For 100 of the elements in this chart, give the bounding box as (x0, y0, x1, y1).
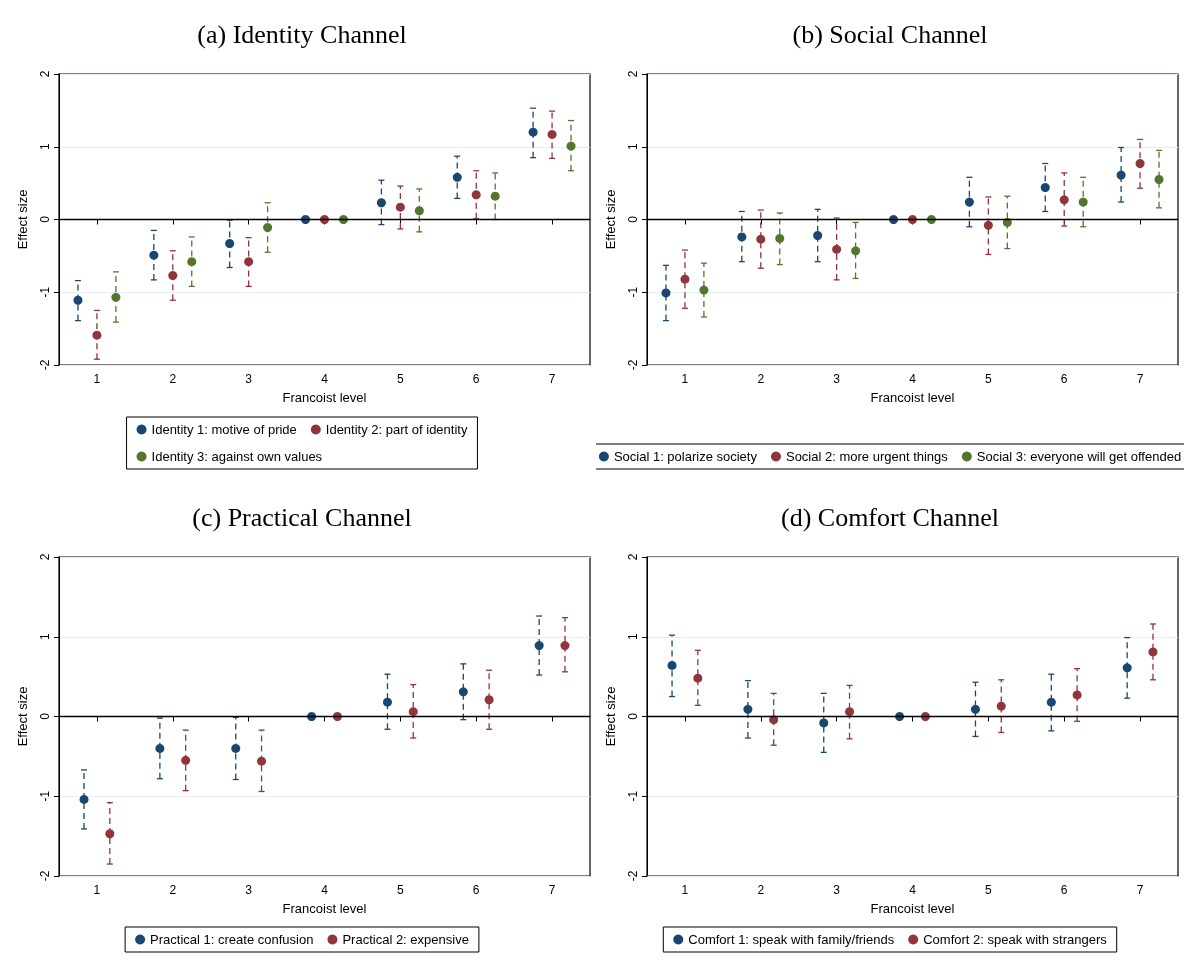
y-axis-title: Effect size (603, 189, 618, 250)
legend-label: Identity 2: part of identity (325, 422, 468, 437)
x-tick-label: 1 (93, 883, 101, 897)
legend-label: Practical 2: expensive (342, 932, 469, 947)
point (382, 697, 392, 707)
point (996, 701, 1006, 711)
point (680, 274, 690, 284)
point (408, 707, 418, 717)
x-tick-label: 5 (397, 372, 405, 386)
point (257, 756, 267, 766)
legend-label: Social 3: everyone will get offended (976, 449, 1182, 464)
x-tick-label: 1 (681, 372, 689, 386)
x-tick-label: 3 (833, 883, 841, 897)
x-tick-label: 7 (1136, 883, 1144, 897)
point (105, 829, 115, 839)
point (889, 215, 899, 224)
x-tick-label: 4 (321, 883, 329, 897)
point (547, 129, 557, 139)
point (458, 687, 468, 697)
point (983, 220, 993, 230)
point (737, 232, 747, 242)
chart-title: (d) Comfort Channel (780, 502, 1000, 532)
y-axis-title: Effect size (603, 686, 618, 747)
point (231, 743, 241, 753)
point (471, 190, 481, 200)
point (414, 206, 424, 216)
x-tick-label: 1 (681, 883, 689, 897)
legend-label: Practical 1: create confusion (150, 932, 314, 947)
point (528, 127, 538, 137)
y-tick-label: -2 (626, 870, 640, 882)
point (225, 239, 235, 248)
y-tick-label: 1 (626, 633, 640, 641)
point (693, 673, 703, 683)
y-axis-title: Effect size (15, 686, 30, 747)
point (964, 197, 974, 207)
legend-label: Social 2: more urgent things (785, 449, 949, 464)
point (970, 704, 980, 714)
y-tick-label: -1 (626, 790, 640, 802)
x-tick-label: 3 (245, 372, 253, 386)
y-tick-label: 0 (626, 712, 640, 720)
point (1040, 182, 1050, 192)
point (667, 660, 677, 670)
point (92, 330, 102, 340)
point (1072, 690, 1082, 700)
point (1135, 158, 1145, 168)
y-tick-label: 0 (38, 712, 52, 720)
x-tick-label: 4 (909, 372, 917, 386)
point (484, 695, 494, 705)
point (851, 246, 861, 256)
point (452, 172, 462, 182)
x-tick-label: 6 (472, 372, 480, 386)
point (395, 202, 405, 212)
x-tick-label: 5 (985, 883, 993, 897)
point (1078, 197, 1088, 207)
chart-title: (b) Social Channel (792, 19, 988, 49)
x-tick-label: 6 (1060, 883, 1068, 897)
chart-title: (c) Practical Channel (192, 502, 412, 532)
point (566, 141, 576, 151)
point (1148, 647, 1158, 657)
point (769, 715, 779, 725)
x-tick-label: 3 (833, 372, 841, 386)
point (775, 233, 785, 243)
x-tick-label: 5 (397, 883, 405, 897)
point (832, 244, 842, 254)
x-tick-label: 2 (169, 883, 177, 897)
point (181, 755, 191, 765)
x-tick-label: 5 (985, 372, 993, 386)
y-tick-label: 2 (38, 553, 52, 561)
x-tick-label: 7 (1136, 372, 1144, 386)
y-axis-title: Effect size (15, 189, 30, 250)
x-tick-label: 7 (548, 883, 556, 897)
legend-label: Comfort 1: speak with family/friends (688, 932, 895, 947)
point (1059, 195, 1069, 205)
point (1122, 663, 1132, 673)
point (661, 288, 671, 298)
point (845, 707, 855, 717)
x-tick-label: 2 (757, 883, 765, 897)
y-tick-label: -2 (38, 359, 52, 371)
legend-label: Social 1: polarize society (613, 449, 758, 464)
point (756, 234, 766, 244)
y-tick-label: -1 (38, 790, 52, 802)
point (79, 794, 89, 804)
x-axis-title: Francoist level (870, 390, 955, 405)
y-tick-label: 0 (38, 215, 52, 223)
point (73, 295, 83, 305)
x-tick-label: 4 (909, 883, 917, 897)
point (699, 285, 709, 295)
point (534, 641, 544, 651)
x-tick-label: 2 (169, 372, 177, 386)
point (244, 257, 254, 267)
point (560, 641, 570, 651)
point (743, 704, 753, 714)
point (376, 198, 386, 208)
chart-title: (a) Identity Channel (197, 19, 407, 49)
point (111, 292, 121, 302)
y-tick-label: 2 (626, 70, 640, 78)
point (1116, 170, 1126, 180)
y-tick-label: 0 (626, 215, 640, 223)
point (168, 271, 178, 281)
y-tick-label: -2 (626, 359, 640, 371)
